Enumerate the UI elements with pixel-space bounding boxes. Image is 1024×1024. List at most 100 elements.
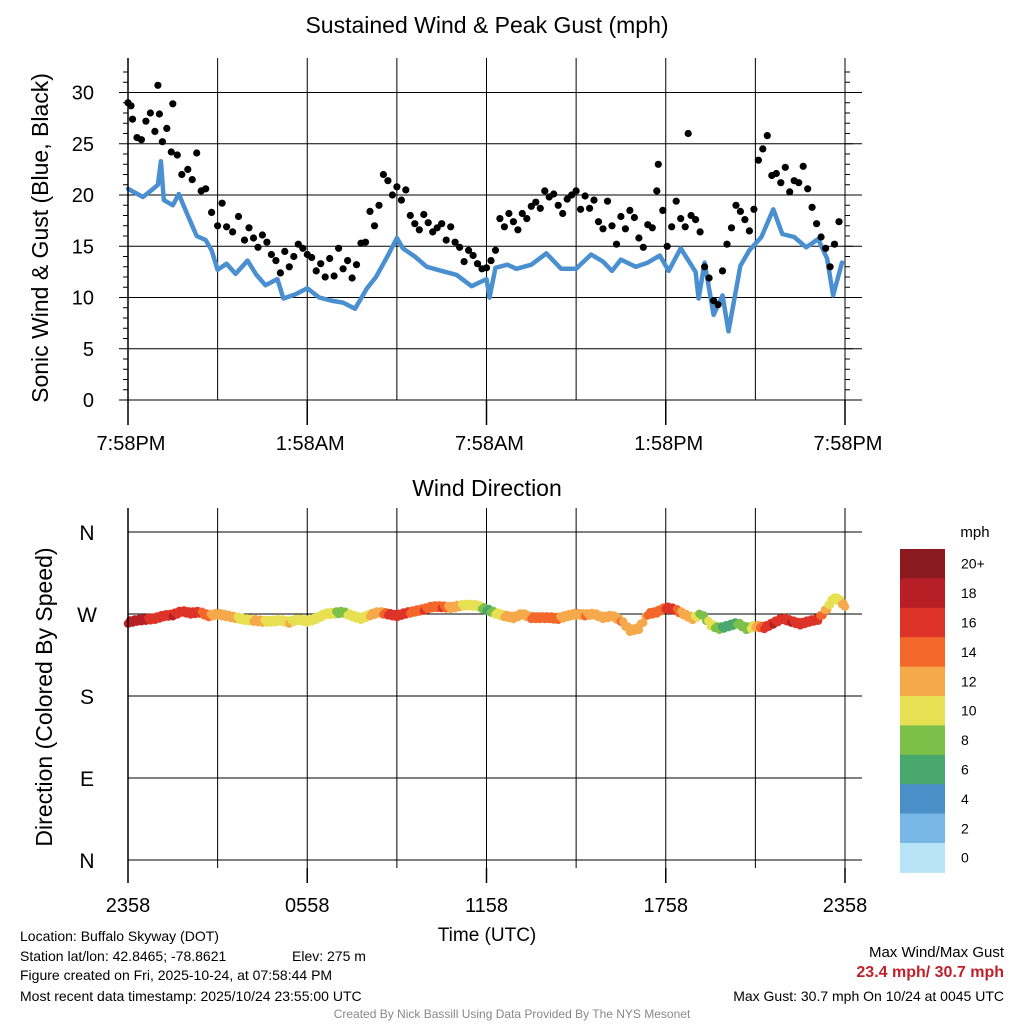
gust-point: [559, 209, 567, 218]
top-chart-sustained-series: [125, 158, 845, 334]
gust-point: [732, 201, 740, 209]
gust-point: [659, 206, 667, 214]
gust-point: [258, 231, 266, 239]
bottom-x-tick-label: 1758: [644, 895, 689, 917]
gust-point: [158, 138, 166, 146]
gust-point: [326, 254, 334, 263]
gust-point: [523, 215, 531, 223]
top-y-tick-label: 0: [83, 390, 94, 412]
gust-point: [572, 187, 580, 195]
colorbar: 20+ 18 16 14 12 10 8 6 4 2 0: [900, 549, 985, 873]
gust-point: [420, 210, 428, 219]
gust-point: [541, 187, 549, 195]
bottom-y-tick-label: W: [77, 604, 97, 627]
colorbar-swatch: [900, 578, 945, 609]
gust-point: [317, 260, 325, 268]
gust-point: [745, 227, 754, 235]
gust-point: [276, 269, 284, 277]
gust-point: [335, 244, 343, 252]
top-chart-grid: [128, 58, 862, 400]
gust-point: [603, 197, 612, 205]
gust-point: [339, 265, 347, 273]
top-y-tick-label: 10: [72, 288, 94, 310]
gust-point: [163, 124, 171, 132]
gust-point: [218, 199, 226, 207]
gust-point: [822, 244, 830, 252]
gust-point: [727, 224, 736, 232]
colorbar-swatch: [900, 696, 945, 726]
gust-point: [366, 207, 374, 215]
gust-point: [718, 267, 727, 275]
gust-point: [482, 264, 491, 272]
gust-point: [193, 149, 201, 157]
gust-point: [146, 109, 154, 117]
gust-point: [487, 257, 495, 265]
gust-point: [505, 209, 513, 218]
gust-point: [465, 246, 473, 254]
top-chart-ylabel: Sonic Wind & Gust (Blue, Black): [27, 73, 53, 403]
gust-point: [361, 238, 370, 246]
colorbar-swatch: [900, 725, 945, 756]
gust-point: [142, 117, 150, 125]
gust-point: [137, 136, 145, 144]
gust-point: [714, 301, 722, 309]
top-y-tick-label: 25: [72, 134, 94, 156]
gust-point: [750, 205, 758, 213]
gust-point: [223, 223, 231, 231]
gust-point: [272, 257, 280, 265]
top-chart-gust-series: [124, 81, 843, 309]
gust-point: [663, 242, 671, 250]
gust-point: [696, 228, 704, 236]
gust-point: [460, 258, 468, 266]
gust-point: [188, 176, 196, 184]
gust-point: [594, 218, 603, 226]
gust-point: [245, 224, 253, 232]
bottom-chart-xlabel: Time (UTC): [438, 925, 537, 946]
gust-point: [635, 234, 643, 242]
gust-point: [777, 179, 785, 187]
gust-point: [496, 215, 504, 223]
gust-point: [754, 156, 763, 164]
colorbar-swatch: [900, 549, 945, 579]
gust-point: [705, 274, 713, 282]
gust-point: [536, 204, 544, 212]
gust-point: [308, 253, 316, 262]
gust-point: [285, 263, 293, 271]
gust-point: [330, 272, 338, 280]
colorbar-label: 16: [961, 615, 977, 631]
gust-point: [208, 208, 216, 216]
gust-point: [599, 225, 607, 233]
max-wind-heading: Max Wind/Max Gust: [868, 944, 1004, 961]
gust-point: [626, 206, 634, 214]
gust-point: [184, 165, 192, 173]
footer-created: Figure created on Fri, 2025-10-24, at 07…: [20, 967, 333, 983]
gust-point: [518, 209, 526, 218]
gust-point: [447, 223, 455, 231]
gust-point: [491, 246, 500, 254]
gust-point: [799, 162, 807, 170]
bottom-y-tick-label: N: [79, 850, 94, 873]
gust-point: [741, 216, 749, 224]
gust-point: [438, 220, 446, 228]
gust-point: [415, 226, 423, 234]
colorbar-label: 0: [961, 850, 969, 866]
gust-point: [424, 219, 432, 227]
gust-point: [692, 216, 700, 224]
colorbar-swatch: [900, 666, 945, 697]
gust-point: [469, 251, 477, 260]
gust-point: [473, 260, 482, 268]
gust-point: [701, 263, 709, 271]
gust-point: [167, 148, 175, 156]
top-y-tick-label: 5: [83, 339, 94, 361]
gust-point: [263, 238, 271, 246]
bottom-x-tick-label: 0558: [285, 895, 330, 917]
bottom-x-tick-label: 2358: [106, 895, 151, 917]
gust-point: [451, 238, 459, 246]
top-x-tick-label: 7:58PM: [814, 433, 883, 455]
gust-point: [813, 220, 821, 228]
gust-point: [128, 115, 137, 123]
gust-point: [352, 261, 361, 269]
gust-point: [639, 243, 647, 251]
gust-point: [681, 223, 689, 231]
